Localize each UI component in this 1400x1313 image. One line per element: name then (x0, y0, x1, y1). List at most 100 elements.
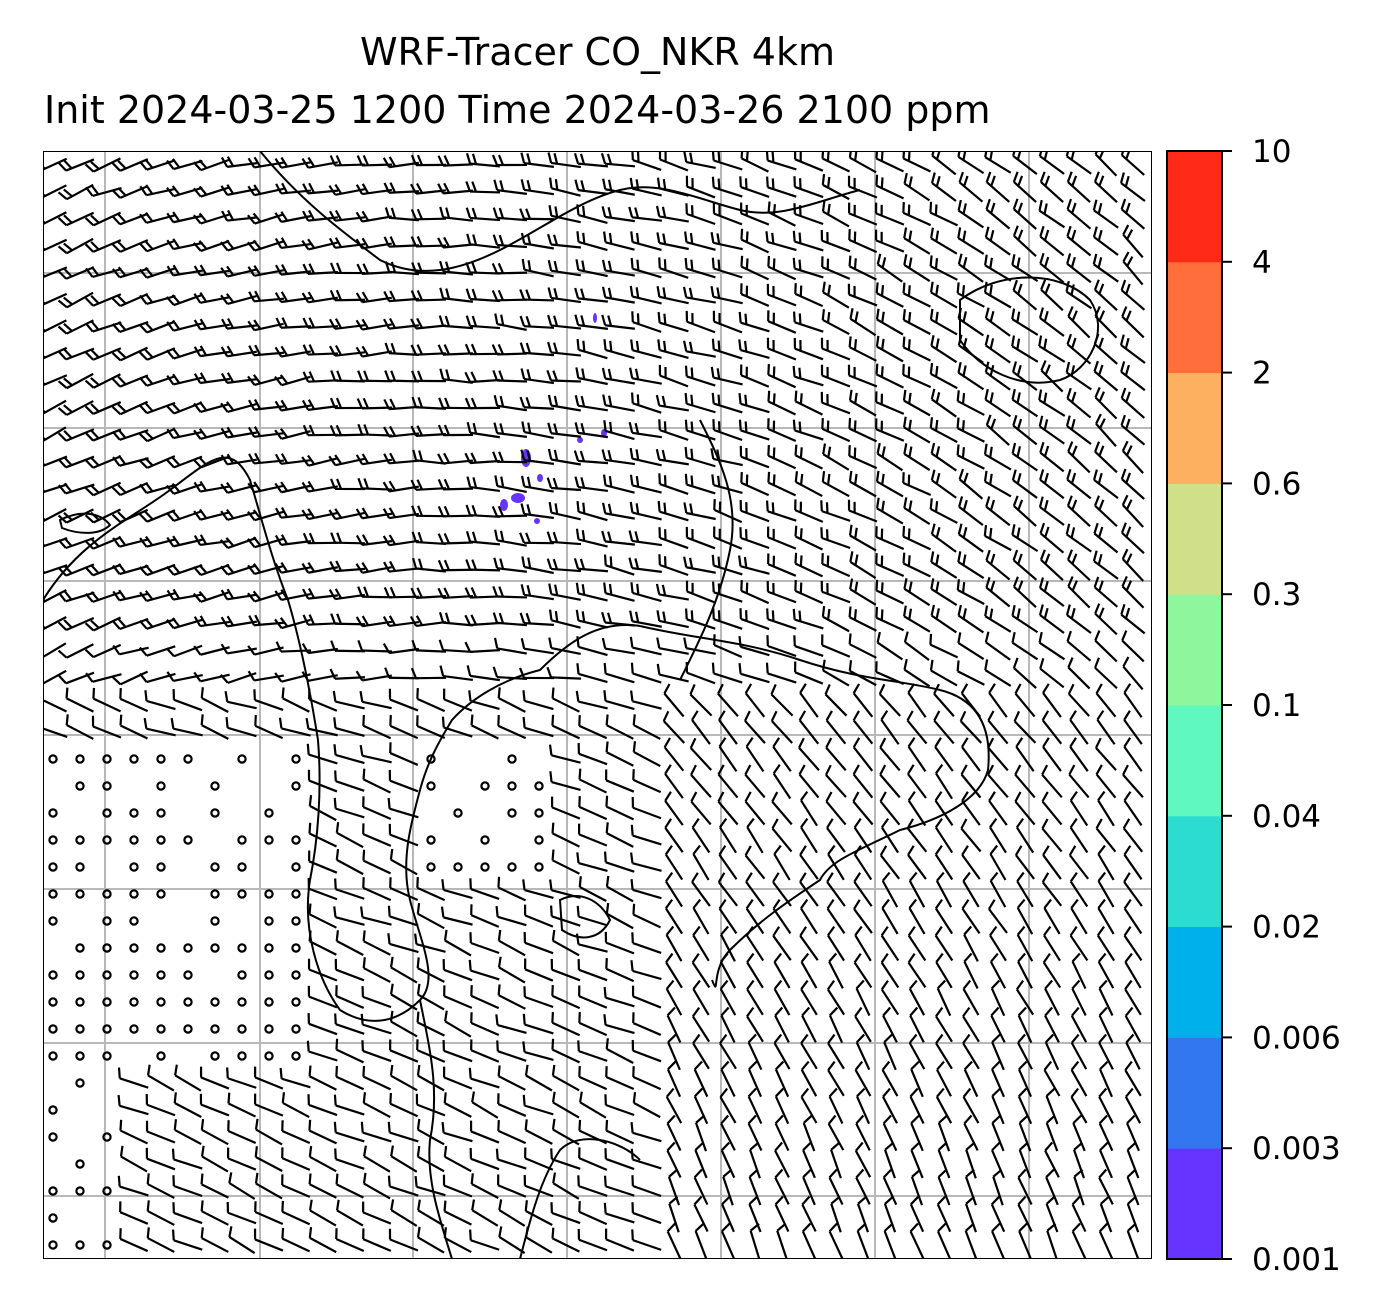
wind-barb (903, 578, 931, 607)
wind-barb (1014, 764, 1036, 799)
calm-wind-marker (507, 808, 517, 818)
wind-barb (685, 310, 716, 334)
wind-barb (1066, 468, 1092, 500)
wind-barb (443, 688, 473, 712)
wind-barb (906, 710, 928, 745)
wind-barb (574, 179, 609, 195)
calm-wind-marker (507, 754, 517, 764)
coastline-inner-gulf (405, 623, 641, 1001)
wind-barb (930, 335, 958, 364)
wind-barb (111, 374, 149, 388)
calm-wind-marker (183, 835, 193, 845)
wind-barb (848, 445, 878, 470)
wind-barb (1121, 630, 1145, 663)
wind-barb (305, 717, 338, 737)
wind-barb (576, 338, 608, 360)
wind-barb (602, 474, 635, 494)
wind-barb (767, 310, 797, 334)
wind-barb (1039, 549, 1064, 582)
wind-barb (902, 552, 931, 578)
wind-barb (740, 228, 770, 254)
wind-barb (684, 365, 716, 387)
wind-barb (631, 796, 662, 820)
wind-barb (1066, 171, 1091, 203)
wind-barb (717, 791, 739, 826)
wind-barb (767, 444, 797, 470)
colorbar-bin (1167, 483, 1222, 595)
wind-barb (410, 317, 447, 330)
wind-barb (794, 661, 824, 685)
wind-barb (984, 605, 1012, 633)
wind-barb (84, 616, 122, 632)
wind-barb (1094, 305, 1118, 339)
wind-barb (492, 666, 528, 681)
wind-barb (356, 263, 393, 275)
wind-barb (493, 179, 528, 195)
wind-barb (630, 690, 662, 710)
wind-barb (685, 203, 716, 226)
wind-barb (934, 817, 954, 854)
wind-barb (522, 716, 554, 738)
wind-barb (711, 662, 743, 684)
wind-barb (957, 227, 985, 255)
wind-barb (329, 424, 366, 437)
wind-barb (603, 851, 635, 873)
wind-barb (1012, 361, 1038, 391)
wind-barb (985, 576, 1011, 608)
calm-wind-marker (156, 781, 166, 791)
wind-barb (767, 363, 797, 389)
wind-barb (492, 612, 528, 627)
wind-barb (84, 401, 122, 415)
wind-barb (1122, 764, 1144, 798)
wind-barb (491, 154, 528, 167)
wind-barb (410, 344, 447, 356)
wind-barb (1067, 549, 1091, 582)
wind-barb (219, 536, 257, 550)
wind-barb (84, 481, 122, 497)
wind-barb (601, 611, 636, 627)
wind-barb (929, 201, 959, 227)
wind-barb (683, 340, 716, 358)
wind-barb (773, 844, 791, 881)
wind-barb (389, 848, 418, 876)
wind-barb (165, 510, 203, 522)
wind-barb (656, 232, 689, 251)
wind-barb (111, 320, 149, 334)
wind-barb (630, 824, 662, 846)
wind-barb (630, 582, 662, 603)
wind-barb (738, 419, 770, 441)
wind-barb (1066, 387, 1092, 419)
calm-wind-marker (156, 835, 166, 845)
wind-barb (520, 637, 554, 655)
wind-barb (437, 236, 474, 249)
wind-barb (138, 158, 176, 171)
wind-barb (522, 690, 554, 711)
wind-barb (1011, 254, 1039, 283)
calm-wind-marker (210, 781, 220, 791)
wind-barb (548, 501, 581, 521)
calm-wind-marker (129, 862, 139, 872)
wind-barb (930, 551, 958, 579)
wind-barb (718, 737, 738, 772)
wind-barb (57, 158, 95, 172)
wind-barb (439, 287, 474, 303)
wind-barb (335, 821, 364, 849)
wind-barb (138, 347, 176, 361)
wind-barb (225, 716, 257, 738)
wind-barb (603, 339, 635, 360)
wind-barb (934, 791, 954, 826)
calm-wind-marker (183, 754, 193, 764)
wind-barb (1067, 306, 1091, 339)
wind-barb (630, 392, 662, 414)
wind-barb (1092, 226, 1119, 256)
wind-barb (902, 525, 932, 551)
wind-barb (111, 212, 149, 226)
wind-barb (57, 536, 95, 550)
wind-barb (439, 206, 474, 222)
wind-barb (984, 631, 1011, 661)
wind-barb (409, 615, 447, 627)
colorbar-tick-label: 2 (1252, 356, 1272, 392)
wind-barb (875, 661, 905, 685)
wind-barb (274, 534, 312, 546)
wind-barb (767, 418, 797, 442)
